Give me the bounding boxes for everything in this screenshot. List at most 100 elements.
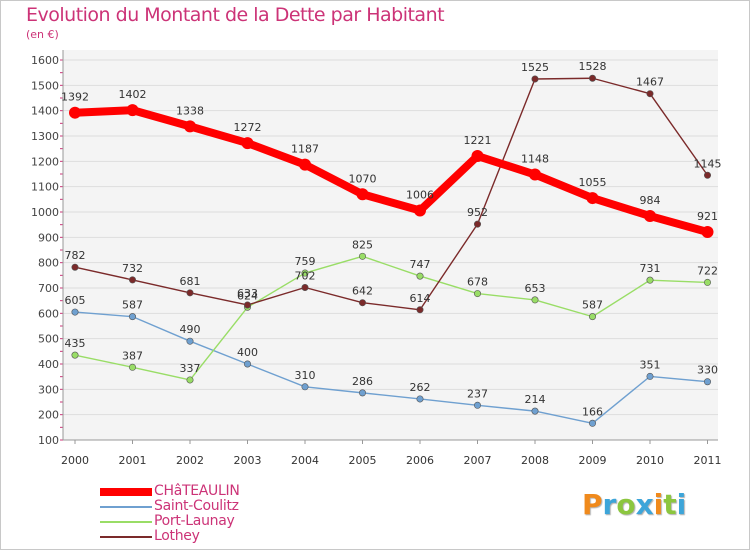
data-point xyxy=(701,226,714,239)
data-point xyxy=(244,360,252,368)
data-point xyxy=(473,290,481,298)
data-point xyxy=(71,351,79,359)
legend-swatch xyxy=(100,535,152,538)
x-tick-label: 2009 xyxy=(579,454,607,467)
series-line-lothey xyxy=(74,77,709,311)
y-tick-label: 1500 xyxy=(31,79,59,92)
y-tick-label: 1100 xyxy=(31,181,59,194)
y-tick-label: 400 xyxy=(38,358,59,371)
data-point xyxy=(703,378,711,386)
logo-letter: t xyxy=(663,488,677,521)
data-label: 400 xyxy=(237,346,258,359)
data-label: 490 xyxy=(180,323,201,336)
data-label: 653 xyxy=(525,282,546,295)
data-point xyxy=(414,204,426,217)
data-point xyxy=(416,306,424,314)
x-tick-label: 2008 xyxy=(521,454,549,467)
logo-letter: i xyxy=(676,488,687,521)
data-point xyxy=(356,188,369,201)
y-tick-label: 200 xyxy=(38,409,59,422)
data-label: 587 xyxy=(122,299,143,312)
legend-label: Lothey xyxy=(154,528,200,544)
data-label: 1392 xyxy=(61,91,89,104)
legend-label: Port-Launay xyxy=(154,513,235,529)
data-label: 624 xyxy=(237,289,258,302)
data-label: 1187 xyxy=(291,143,319,156)
data-label: 642 xyxy=(352,285,373,298)
y-tick-label: 300 xyxy=(38,383,59,396)
data-point xyxy=(644,210,656,223)
data-point xyxy=(531,296,539,304)
x-tick-label: 2010 xyxy=(636,454,664,467)
data-label: 759 xyxy=(295,255,316,268)
x-tick-label: 2005 xyxy=(349,454,377,467)
data-point xyxy=(588,419,596,427)
legend-item: CHâTEAULIN xyxy=(100,484,240,499)
data-label: 731 xyxy=(640,262,661,275)
data-point xyxy=(301,283,309,291)
legend-label: CHâTEAULIN xyxy=(154,483,240,499)
data-point xyxy=(186,289,194,297)
y-tick-label: 800 xyxy=(38,257,59,270)
y-tick-label: 1300 xyxy=(31,130,59,143)
data-label: 614 xyxy=(410,292,431,305)
data-label: 952 xyxy=(467,206,488,219)
data-point xyxy=(646,276,654,284)
data-point xyxy=(588,313,596,321)
logo-letter: i xyxy=(653,488,664,521)
logo-letter: x xyxy=(635,488,654,521)
legend-item: Port-Launay xyxy=(100,514,240,529)
data-label: 825 xyxy=(352,238,373,251)
y-tick-label: 600 xyxy=(38,307,59,320)
data-label: 1338 xyxy=(176,104,204,117)
data-label: 1467 xyxy=(636,76,664,89)
data-label: 1055 xyxy=(579,176,607,189)
data-label: 984 xyxy=(640,194,661,207)
data-point xyxy=(301,383,309,391)
legend-swatch xyxy=(100,487,152,496)
data-label: 310 xyxy=(295,369,316,382)
data-point xyxy=(129,276,137,284)
data-label: 732 xyxy=(122,262,143,275)
data-label: 262 xyxy=(410,381,431,394)
x-tick-label: 2007 xyxy=(464,454,492,467)
x-tick-label: 2004 xyxy=(291,454,319,467)
data-label: 435 xyxy=(65,337,86,350)
data-label: 605 xyxy=(65,294,86,307)
data-point xyxy=(126,104,139,117)
data-point xyxy=(646,90,654,98)
data-label: 330 xyxy=(697,364,718,377)
data-point xyxy=(358,389,366,397)
x-tick-label: 2006 xyxy=(406,454,434,467)
chart-title: Evolution du Montant de la Dette par Hab… xyxy=(26,4,445,26)
data-point xyxy=(586,192,599,205)
data-point xyxy=(299,158,311,171)
y-tick-label: 500 xyxy=(38,333,59,346)
data-point xyxy=(358,252,366,260)
data-point xyxy=(71,308,79,316)
data-point xyxy=(416,395,424,403)
plot-area xyxy=(63,50,718,440)
data-label: 702 xyxy=(295,269,316,282)
data-label: 1402 xyxy=(119,88,147,101)
data-label: 337 xyxy=(180,362,201,375)
x-tick-label: 2011 xyxy=(694,454,722,467)
data-label: 782 xyxy=(65,249,86,262)
data-label: 1006 xyxy=(406,188,434,201)
data-label: 1070 xyxy=(349,172,377,185)
x-tick-label: 2000 xyxy=(61,454,89,467)
data-point xyxy=(471,150,484,163)
data-point xyxy=(646,372,654,380)
data-point xyxy=(703,171,711,179)
data-label: 681 xyxy=(180,275,201,288)
series-line-saint-coulitz xyxy=(74,311,709,424)
data-label: 166 xyxy=(582,405,603,418)
data-label: 587 xyxy=(582,299,603,312)
data-point xyxy=(129,363,137,371)
data-label: 1525 xyxy=(521,61,549,74)
series-line-ch-teaulin xyxy=(71,106,712,237)
y-tick-label: 1600 xyxy=(31,54,59,67)
data-label: 1272 xyxy=(234,121,262,134)
x-tick-label: 2003 xyxy=(234,454,262,467)
